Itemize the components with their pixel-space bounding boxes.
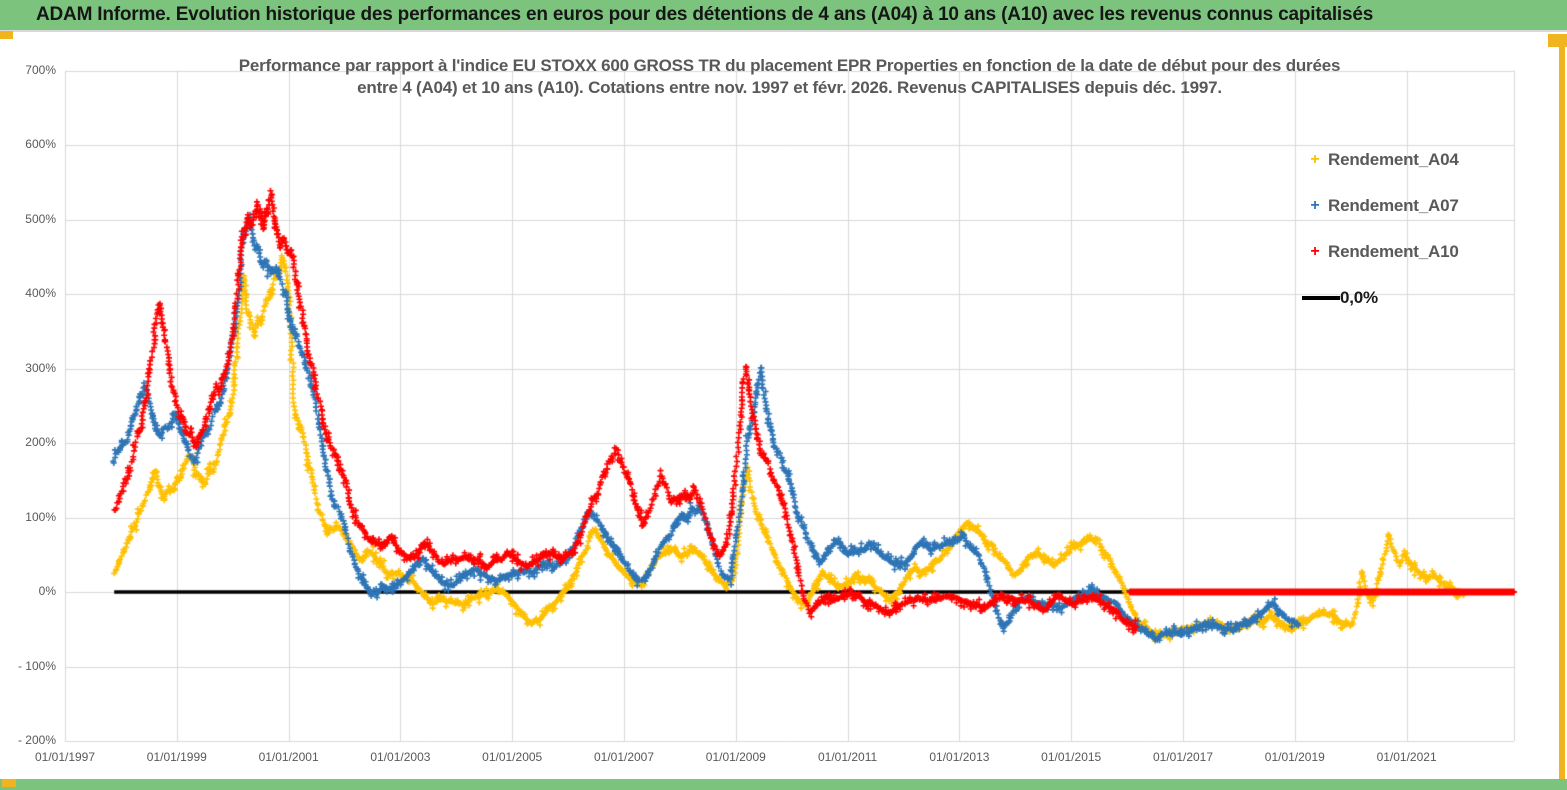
chart-title: Performance par rapport à l'indice EU ST… bbox=[65, 55, 1514, 99]
y-tick: 100% bbox=[25, 509, 56, 524]
legend-label: Rendement_A07 bbox=[1328, 196, 1459, 215]
legend-item-rendement-a10: + Rendement_A10 bbox=[1302, 229, 1502, 275]
y-tick: 500% bbox=[25, 211, 56, 226]
legend-plus-marker-icon: + bbox=[1310, 243, 1320, 260]
legend-plus-marker-icon: + bbox=[1310, 197, 1320, 214]
chart-title-line1: Performance par rapport à l'indice EU ST… bbox=[238, 56, 1341, 75]
banner-title: ADAM Informe. Evolution historique des p… bbox=[36, 4, 1374, 25]
legend-item-0-0-: 0,0% bbox=[1302, 275, 1502, 321]
legend-plus-marker-icon: + bbox=[1310, 151, 1320, 168]
y-tick: 300% bbox=[25, 360, 56, 375]
x-tick: 01/01/2007 bbox=[593, 750, 655, 764]
y-tick: 0% bbox=[38, 584, 56, 598]
x-tick: 01/01/2011 bbox=[818, 750, 878, 764]
x-tick: 01/01/2005 bbox=[482, 750, 543, 764]
x-tick: 01/01/2013 bbox=[929, 750, 990, 764]
legend-label: Rendement_A04 bbox=[1328, 150, 1459, 169]
x-tick: 01/01/2017 bbox=[1152, 750, 1214, 764]
performance-chart: Performance par rapport à l'indice EU ST… bbox=[0, 32, 1567, 779]
x-tick: 01/01/1999 bbox=[146, 750, 207, 764]
y-tick: 600% bbox=[25, 137, 56, 151]
y-tick: - 100% bbox=[17, 658, 56, 673]
x-tick: 01/01/2009 bbox=[705, 750, 766, 764]
y-tick: 200% bbox=[25, 435, 56, 449]
y-tick: 700% bbox=[25, 62, 56, 77]
legend: + Rendement_A04 + Rendement_A07 + Rendement_A… bbox=[1302, 137, 1502, 321]
y-tick: 400% bbox=[25, 286, 56, 300]
x-tick: 01/01/2003 bbox=[370, 750, 431, 764]
x-tick: 01/01/2015 bbox=[1041, 750, 1102, 764]
legend-item-rendement-a07: + Rendement_A07 bbox=[1302, 183, 1502, 229]
x-tick: 01/01/2021 bbox=[1376, 750, 1437, 764]
x-tick: 01/01/2001 bbox=[258, 750, 319, 764]
gold-accent-bottomleft bbox=[2, 779, 16, 787]
legend-item-rendement-a04: + Rendement_A04 bbox=[1302, 137, 1502, 183]
banner: ADAM Informe. Evolution historique des p… bbox=[0, 0, 1567, 32]
chart-canvas bbox=[0, 32, 1567, 779]
legend-label: 0,0% bbox=[1340, 288, 1378, 307]
chart-title-line2: entre 4 (A04) et 10 ans (A10). Cotations… bbox=[357, 78, 1222, 97]
legend-label: Rendement_A10 bbox=[1328, 242, 1459, 261]
x-tick: 01/01/2019 bbox=[1264, 750, 1325, 764]
y-tick: - 200% bbox=[17, 733, 56, 747]
legend-line-swatch bbox=[1302, 296, 1340, 300]
green-bar-bottom bbox=[0, 779, 1567, 790]
x-tick: 01/01/1997 bbox=[34, 750, 96, 764]
